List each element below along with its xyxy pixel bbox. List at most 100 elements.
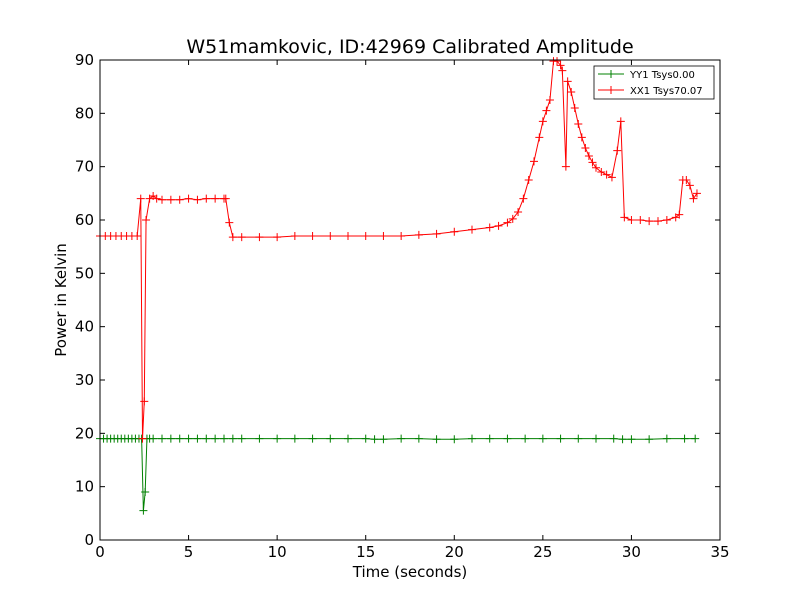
- data-point-marker: [514, 208, 523, 216]
- data-point-marker: [592, 163, 600, 172]
- data-point-marker: [692, 189, 701, 198]
- x-tick-label: 0: [95, 543, 105, 561]
- data-point-marker: [620, 213, 629, 222]
- y-tick-label: 40: [75, 318, 94, 336]
- data-point-marker: [581, 144, 590, 152]
- data-point-marker: [588, 158, 597, 167]
- y-tick-label: 80: [75, 104, 94, 122]
- data-point-marker: [450, 227, 459, 236]
- x-tick-label: 30: [622, 543, 641, 561]
- data-point-marker: [524, 176, 533, 184]
- data-point-marker: [225, 218, 234, 227]
- data-point-marker: [530, 157, 538, 166]
- data-point-marker: [503, 218, 512, 227]
- data-point-marker: [202, 434, 211, 443]
- y-tick-label: 30: [75, 371, 94, 389]
- data-point-marker: [592, 434, 600, 443]
- legend-marker: [607, 70, 615, 78]
- data-point-marker: [184, 434, 193, 443]
- data-point-marker: [414, 230, 423, 239]
- data-point-marker: [142, 216, 151, 224]
- x-axis-ticks: 0 5 10 15 20 25 30 35: [95, 60, 730, 561]
- data-point-marker: [136, 194, 145, 203]
- series-0: [96, 434, 700, 515]
- data-point-marker: [166, 434, 175, 443]
- data-point-marker: [344, 434, 352, 443]
- data-point-marker: [397, 434, 406, 443]
- data-point-marker: [237, 233, 246, 242]
- data-point-marker: [519, 194, 528, 203]
- data-point-marker: [255, 434, 264, 443]
- series-layer: [96, 57, 701, 515]
- data-point-marker: [538, 434, 547, 443]
- legend-entry-1: XX1 Tsys70.07: [598, 86, 703, 97]
- data-point-marker: [468, 225, 476, 234]
- data-point-marker: [193, 195, 202, 204]
- data-point-marker: [613, 146, 622, 155]
- data-point-marker: [152, 194, 161, 203]
- data-point-marker: [561, 162, 570, 171]
- data-point-marker: [542, 106, 551, 115]
- data-point-marker: [221, 194, 230, 203]
- data-point-marker: [691, 434, 700, 443]
- legend-marker: [607, 86, 615, 94]
- data-point-marker: [545, 96, 554, 104]
- data-point-marker: [290, 232, 299, 240]
- y-tick-label: 90: [75, 51, 94, 69]
- data-point-marker: [308, 434, 317, 443]
- chart-title: W51mamkovic, ID:42969 Calibrated Amplitu…: [186, 36, 633, 58]
- data-point-marker: [361, 434, 370, 443]
- data-point-marker: [689, 194, 698, 203]
- data-point-marker: [538, 117, 547, 126]
- data-point-marker: [414, 434, 423, 443]
- data-point-marker: [558, 66, 567, 75]
- data-point-marker: [521, 434, 530, 443]
- data-point-marker: [682, 176, 691, 184]
- legend-entry-0: YY1 Tsys0.00: [598, 70, 695, 81]
- y-axis-ticks: 0 10 20 30 40 50 60 70 80 90: [75, 51, 720, 549]
- data-point-marker: [584, 152, 593, 160]
- data-point-marker: [432, 435, 441, 444]
- data-point-marker: [680, 434, 689, 443]
- x-tick-label: 35: [710, 543, 729, 561]
- data-point-marker: [627, 435, 636, 444]
- data-point-marker: [570, 104, 579, 112]
- series-1: [96, 57, 701, 443]
- data-point-marker: [468, 434, 476, 443]
- data-point-marker: [211, 194, 220, 203]
- data-point-marker: [574, 434, 583, 443]
- data-point-marker: [379, 435, 388, 444]
- data-point-marker: [326, 434, 335, 443]
- data-point-marker: [175, 434, 184, 443]
- data-point-marker: [158, 434, 166, 443]
- y-tick-label: 50: [75, 264, 94, 282]
- data-point-marker: [237, 434, 246, 443]
- data-point-marker: [602, 170, 611, 179]
- data-point-marker: [138, 434, 147, 443]
- data-point-marker: [228, 434, 237, 443]
- data-point-marker: [616, 117, 625, 126]
- data-point-marker: [344, 232, 352, 240]
- data-point-marker: [141, 488, 150, 496]
- data-point-marker: [202, 194, 211, 203]
- x-tick-label: 15: [356, 543, 375, 561]
- data-point-marker: [193, 434, 202, 443]
- data-point-marker: [607, 173, 616, 182]
- y-tick-label: 70: [75, 158, 94, 176]
- data-point-marker: [175, 195, 184, 204]
- data-point-marker: [618, 435, 627, 444]
- data-point-marker: [370, 435, 379, 444]
- data-point-marker: [535, 133, 544, 142]
- y-tick-label: 60: [75, 211, 94, 229]
- data-point-marker: [662, 434, 671, 443]
- data-point-marker: [685, 181, 694, 190]
- data-point-marker: [211, 434, 220, 443]
- y-axis-label: Power in Kelvin: [52, 243, 70, 357]
- data-point-marker: [158, 195, 166, 204]
- data-point-marker: [361, 232, 370, 240]
- data-point-marker: [133, 232, 142, 240]
- data-point-marker: [577, 133, 586, 142]
- data-point-marker: [636, 216, 645, 224]
- data-point-marker: [675, 210, 684, 219]
